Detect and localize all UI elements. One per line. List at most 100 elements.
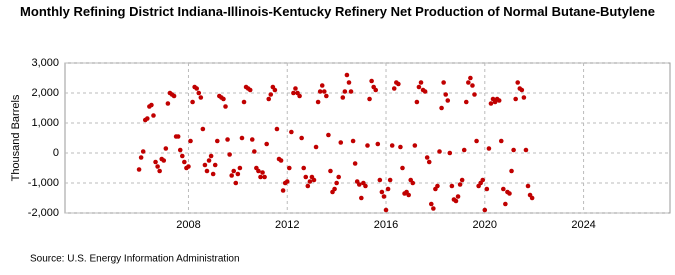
data-point xyxy=(529,195,535,201)
data-point xyxy=(212,162,218,168)
x-tick-label: 2012 xyxy=(275,219,299,231)
data-point xyxy=(350,138,356,144)
data-point xyxy=(449,183,455,189)
data-point xyxy=(266,96,272,102)
data-point xyxy=(289,129,294,135)
data-point xyxy=(223,104,228,109)
y-tick-label: -2,000 xyxy=(28,207,59,219)
data-point xyxy=(317,89,323,94)
data-point xyxy=(468,75,473,81)
data-point xyxy=(278,158,284,163)
data-point xyxy=(293,86,298,91)
data-point xyxy=(208,153,214,159)
data-point xyxy=(381,194,387,199)
data-point xyxy=(513,96,518,102)
source-note: Source: U.S. Energy Information Administ… xyxy=(30,254,240,265)
data-point xyxy=(426,159,432,165)
y-tick-label: -1,000 xyxy=(28,177,59,189)
data-point xyxy=(359,195,364,201)
data-point xyxy=(182,159,187,165)
data-point xyxy=(385,186,391,192)
data-point xyxy=(418,80,424,85)
data-point xyxy=(274,126,280,132)
data-point xyxy=(145,116,150,121)
data-point xyxy=(410,180,416,186)
data-point xyxy=(256,168,261,174)
data-point xyxy=(153,159,158,165)
data-point xyxy=(227,152,232,157)
data-point xyxy=(453,198,459,204)
data-point xyxy=(326,132,331,138)
data-point xyxy=(379,189,385,195)
data-point xyxy=(346,80,352,85)
data-point xyxy=(509,168,514,174)
data-point xyxy=(190,99,195,105)
data-point xyxy=(286,165,292,171)
data-point xyxy=(363,183,368,189)
data-point xyxy=(204,168,210,174)
data-point xyxy=(149,102,154,108)
data-point xyxy=(239,135,245,141)
data-point xyxy=(443,92,449,97)
y-tick-label: 3,000 xyxy=(31,57,59,69)
data-point xyxy=(383,207,389,213)
data-point xyxy=(480,177,486,183)
data-point xyxy=(262,174,267,180)
data-point xyxy=(299,135,304,141)
data-point xyxy=(291,90,296,96)
data-point xyxy=(297,93,302,99)
data-point xyxy=(163,146,169,151)
data-point xyxy=(136,167,142,172)
data-point xyxy=(365,143,370,148)
data-point xyxy=(377,177,383,183)
data-point xyxy=(231,168,237,174)
data-point xyxy=(301,165,307,171)
data-point xyxy=(367,96,372,102)
data-point xyxy=(328,168,333,174)
data-point xyxy=(455,194,461,199)
data-point xyxy=(416,84,422,90)
data-point xyxy=(313,144,319,150)
data-point xyxy=(498,138,504,144)
data-point xyxy=(280,188,286,193)
data-point xyxy=(519,87,525,93)
data-point xyxy=(303,174,309,180)
data-point xyxy=(459,177,465,183)
data-point xyxy=(157,168,162,174)
data-point xyxy=(235,171,241,177)
data-point xyxy=(196,90,202,96)
data-point xyxy=(437,149,442,154)
data-point xyxy=(221,96,226,102)
data-point xyxy=(138,155,144,160)
data-point xyxy=(151,113,156,118)
data-point xyxy=(284,179,290,184)
data-point xyxy=(356,182,362,187)
data-point xyxy=(496,98,502,103)
data-point xyxy=(406,192,411,198)
data-point xyxy=(342,89,348,94)
data-point xyxy=(264,141,269,147)
data-point xyxy=(470,83,475,88)
data-point xyxy=(171,93,177,99)
data-point xyxy=(503,201,508,207)
data-point xyxy=(389,143,395,148)
data-point xyxy=(336,174,341,180)
data-point xyxy=(412,143,418,148)
data-point xyxy=(188,138,193,144)
data-point xyxy=(428,201,434,207)
data-point xyxy=(338,140,344,145)
data-point xyxy=(175,134,181,139)
data-point xyxy=(340,95,346,100)
data-point xyxy=(507,191,512,196)
data-point xyxy=(334,180,339,186)
data-point xyxy=(305,183,311,189)
data-point xyxy=(439,105,444,111)
data-point xyxy=(249,137,255,142)
data-point xyxy=(484,186,490,192)
data-point xyxy=(445,98,451,103)
data-point xyxy=(324,93,329,99)
data-point xyxy=(482,207,488,213)
data-point xyxy=(307,179,313,184)
data-point xyxy=(321,89,327,94)
